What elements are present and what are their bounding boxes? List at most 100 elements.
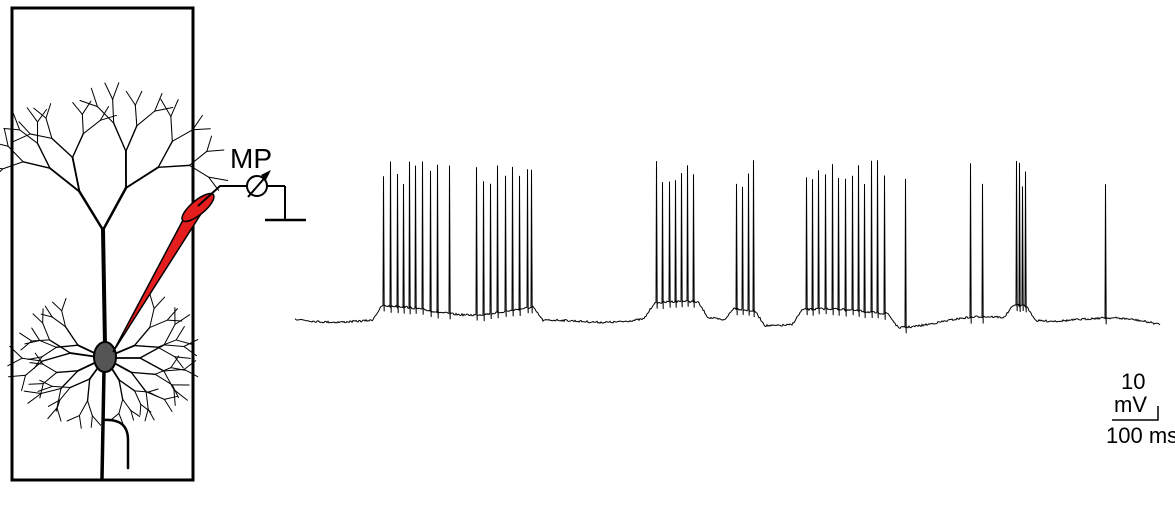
dendrite xyxy=(174,390,187,401)
dendrite xyxy=(103,188,126,230)
dendrite xyxy=(155,374,172,385)
dendrite xyxy=(38,143,50,168)
dendrite xyxy=(113,99,114,123)
dendrite xyxy=(135,105,136,126)
dendrite xyxy=(140,404,141,415)
dendrite xyxy=(57,408,61,421)
dendrite xyxy=(46,118,52,138)
dendrite xyxy=(23,162,50,168)
dendrite xyxy=(134,346,157,348)
dendrite xyxy=(150,294,154,308)
dendrite xyxy=(164,399,172,411)
dendrite xyxy=(33,314,43,323)
dendrite xyxy=(172,130,192,142)
dendrite xyxy=(62,298,66,310)
dendrite xyxy=(20,333,32,341)
dendrite xyxy=(91,416,92,428)
apical-dendrite xyxy=(103,230,105,345)
dendrite xyxy=(171,116,172,141)
dendrite xyxy=(150,320,168,327)
soma xyxy=(94,342,116,372)
axon xyxy=(102,370,104,478)
dendrite xyxy=(131,372,146,391)
electrode xyxy=(113,195,213,352)
dendrite xyxy=(209,177,228,180)
dendrite xyxy=(32,340,50,341)
dendrite xyxy=(135,391,141,405)
scale-voltage: 10 xyxy=(1121,369,1145,394)
dendrite xyxy=(60,387,70,399)
dendrite xyxy=(119,399,123,413)
dendrite xyxy=(193,129,211,130)
dendrite xyxy=(126,167,158,188)
dendrite xyxy=(43,372,57,383)
dendrite xyxy=(113,83,119,100)
dendrite xyxy=(53,302,62,311)
dendrite xyxy=(79,416,81,429)
dendrite xyxy=(21,341,32,350)
dendrite xyxy=(8,358,22,366)
dendrite xyxy=(0,169,3,181)
dendrite xyxy=(140,358,164,371)
dendrite xyxy=(172,385,178,398)
dendrite xyxy=(40,340,57,347)
dendrite xyxy=(73,103,83,115)
dendrite xyxy=(38,110,47,122)
dendrite xyxy=(80,100,97,106)
dendrite xyxy=(43,323,50,340)
dendrite xyxy=(131,372,155,374)
dendrite xyxy=(42,347,56,356)
dendrite xyxy=(146,392,148,409)
dendrite xyxy=(141,404,151,412)
dendrite xyxy=(83,120,100,133)
electrode-tip-opening xyxy=(178,189,218,225)
dendrite xyxy=(70,379,89,387)
dendrite xyxy=(114,123,126,151)
amplifier-label: MP xyxy=(230,143,272,174)
dendrite xyxy=(171,356,179,368)
dendrite xyxy=(158,347,175,357)
dendrite xyxy=(91,88,97,106)
dendrite xyxy=(175,315,190,325)
dendrite xyxy=(67,416,79,421)
dendrite xyxy=(164,345,184,347)
dendrite xyxy=(92,416,100,425)
dendrite xyxy=(148,392,158,397)
dendrite xyxy=(184,347,197,356)
dendrite xyxy=(52,386,70,387)
dendrite xyxy=(48,408,57,419)
dendrite xyxy=(155,107,173,111)
dendrite xyxy=(135,91,141,105)
dendrite xyxy=(13,134,30,142)
dendrite xyxy=(79,192,103,230)
dendrite xyxy=(126,91,135,105)
dendrite xyxy=(123,399,131,410)
dendrite xyxy=(4,129,20,130)
dendrite xyxy=(57,371,78,373)
dendrite xyxy=(38,386,52,391)
dendrite xyxy=(175,357,184,368)
dendrite xyxy=(22,375,26,390)
axon-collateral xyxy=(103,420,128,468)
dendrite xyxy=(29,384,43,385)
dendrite xyxy=(155,93,162,111)
dendrite xyxy=(79,401,87,416)
dendrite xyxy=(30,134,52,138)
dendrite xyxy=(184,369,197,376)
dendrite xyxy=(32,328,40,340)
dendrite xyxy=(43,364,57,372)
dendrite xyxy=(167,309,177,321)
dendrite xyxy=(0,167,3,169)
dendrite xyxy=(8,146,23,162)
dendrite xyxy=(158,165,189,167)
dendrite xyxy=(46,104,51,118)
dendrite xyxy=(4,129,8,146)
dendrite xyxy=(105,83,113,99)
dendrite xyxy=(66,327,78,345)
dendrite xyxy=(207,150,224,151)
dendrite xyxy=(158,141,172,167)
dendrite xyxy=(73,134,84,158)
dendrite xyxy=(207,136,212,151)
page: MP 10 mV 100 ms (() => { const data = JS… xyxy=(0,0,1175,507)
dendrite xyxy=(57,388,61,407)
